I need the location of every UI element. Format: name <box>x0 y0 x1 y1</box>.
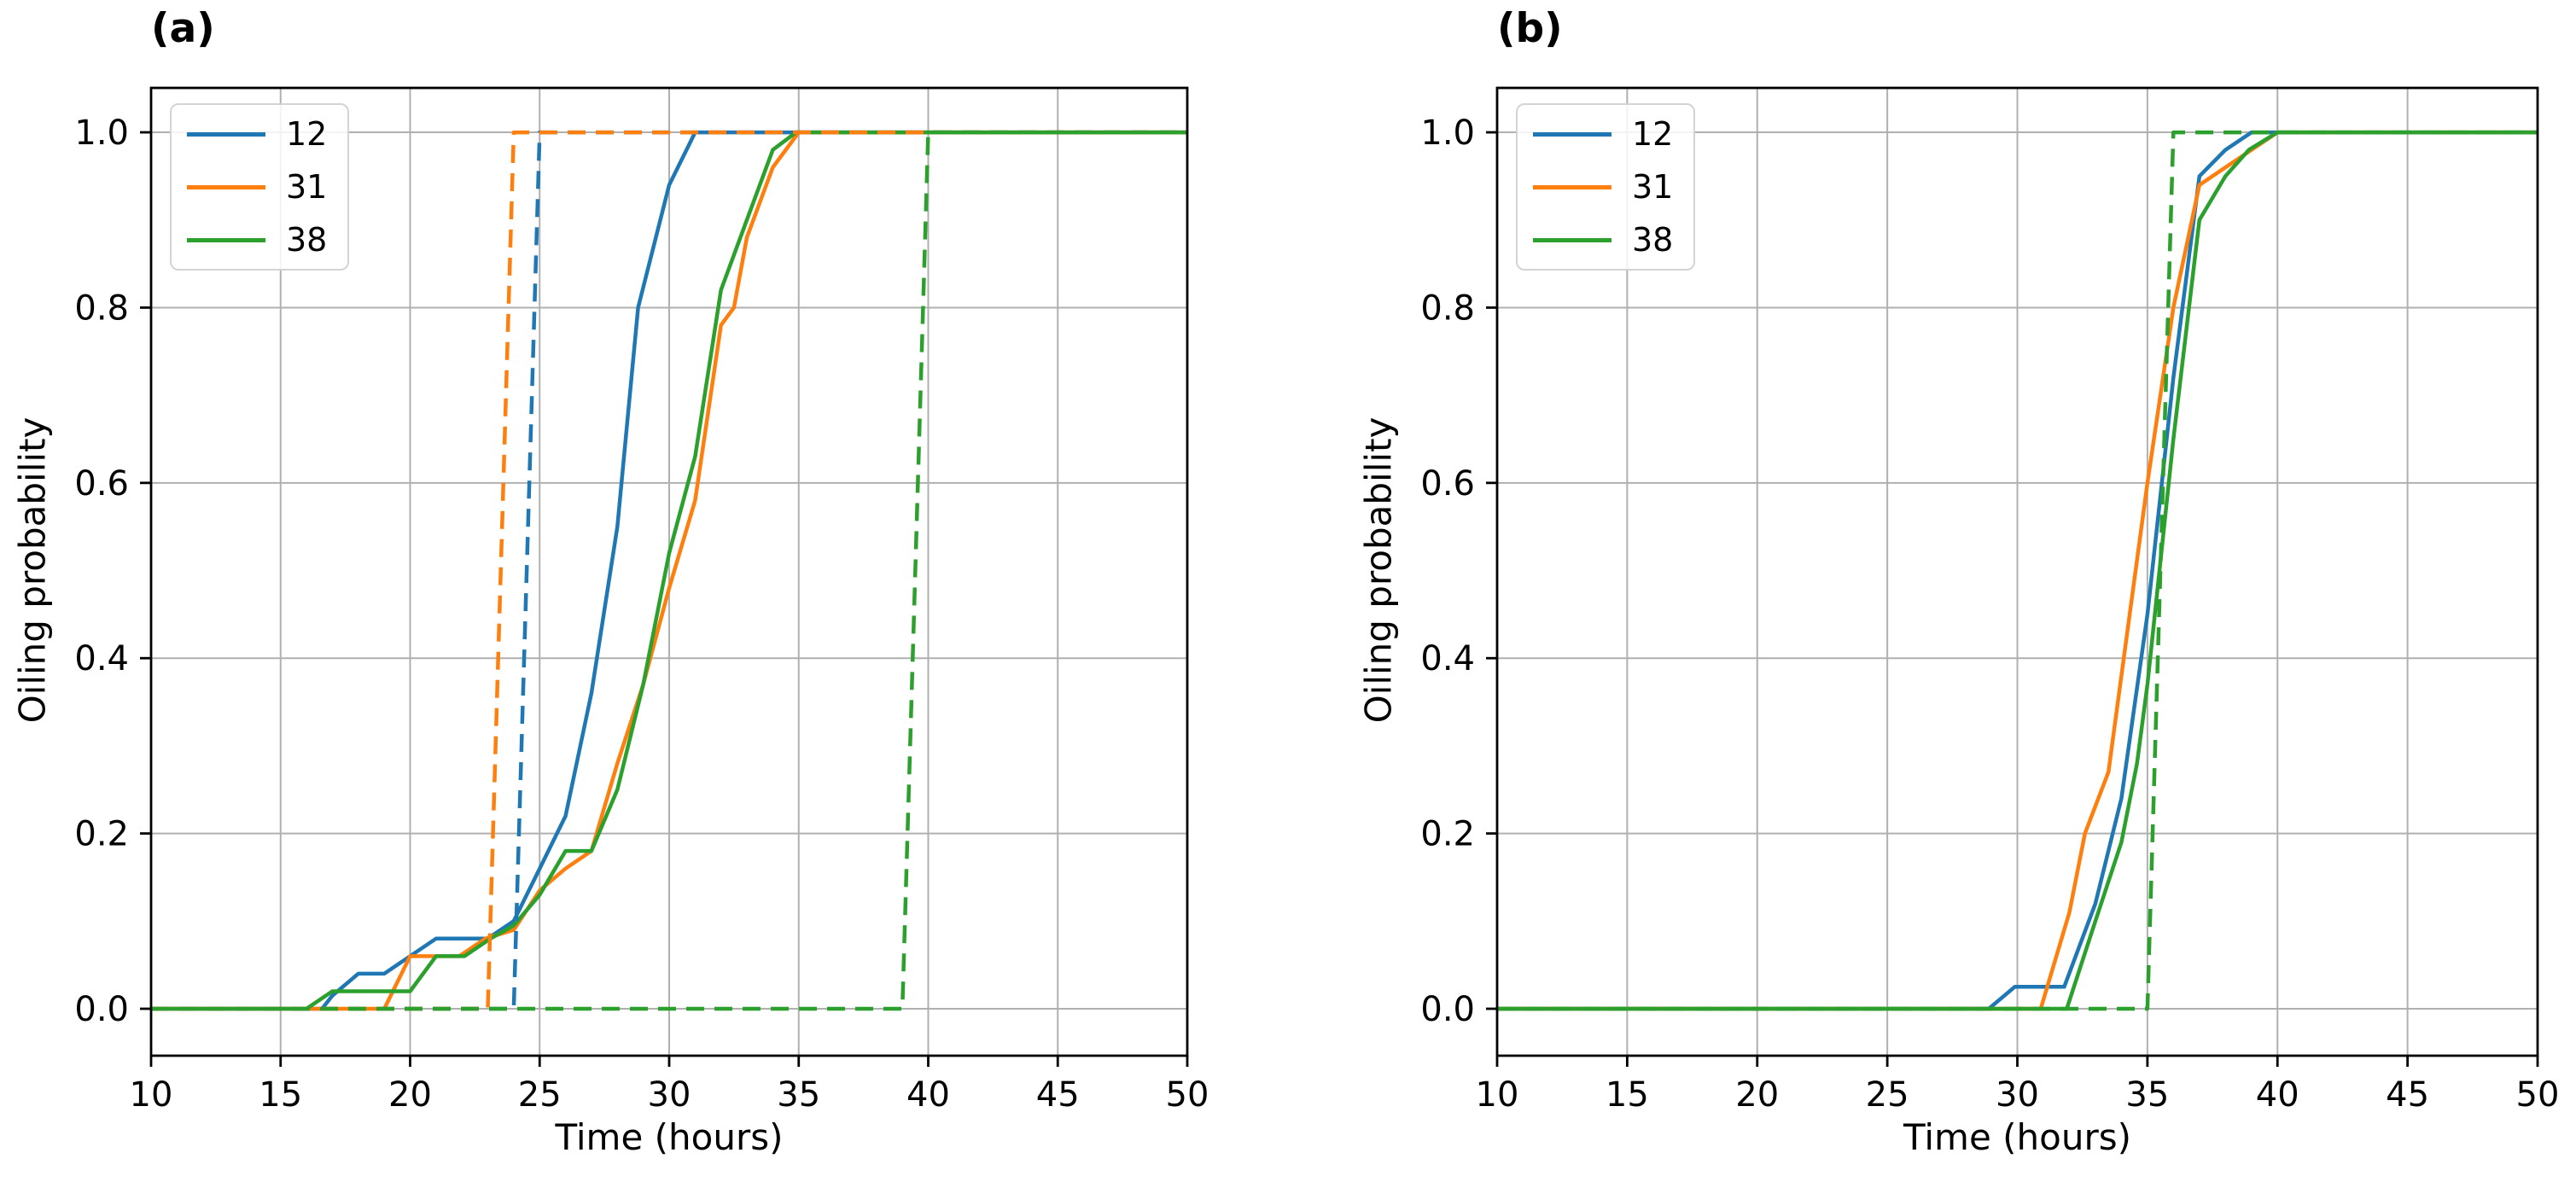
legend-item-12: 12 <box>1533 117 1673 151</box>
y-tick-label: 0.0 <box>1420 990 1475 1029</box>
panel-a-xlabel: Time (hours) <box>555 1116 784 1158</box>
x-tick-label: 35 <box>777 1075 820 1115</box>
panel-b-title: (b) <box>1497 5 1563 52</box>
x-tick-label: 25 <box>518 1075 562 1115</box>
x-tick-label: 20 <box>1735 1075 1779 1115</box>
y-tick-label: 0.4 <box>1420 639 1475 678</box>
x-tick-label: 30 <box>1996 1075 2039 1115</box>
x-tick-label: 15 <box>259 1075 302 1115</box>
x-tick-label: 35 <box>2125 1075 2169 1115</box>
series-31-dashed-line <box>151 130 1187 1011</box>
legend-line-swatch-38 <box>1533 237 1611 242</box>
series-38-dashed-line <box>151 130 1187 1011</box>
series-12-solid-line <box>1497 130 2538 1011</box>
legend-item-31: 31 <box>1533 170 1673 204</box>
legend-item-38: 38 <box>187 223 327 257</box>
y-tick-label: 1.0 <box>74 114 129 153</box>
legend-line-swatch-31 <box>187 184 265 189</box>
x-tick-label: 45 <box>1036 1075 1080 1115</box>
panel-b-xlabel: Time (hours) <box>1903 1116 2131 1158</box>
y-tick-label: 1.0 <box>1420 114 1475 153</box>
legend-label: 38 <box>286 221 328 259</box>
panel-b-legend: 12 31 38 <box>1516 103 1696 271</box>
legend-line-swatch-12 <box>1533 131 1611 137</box>
x-tick-label: 40 <box>2256 1075 2299 1115</box>
panel-b-ylabel: Oiling probability <box>1357 416 1400 724</box>
panel-a-title: (a) <box>151 5 215 52</box>
x-tick-label: 15 <box>1606 1075 1649 1115</box>
series-38-solid-line <box>151 130 1187 1011</box>
y-tick-label: 0.6 <box>1420 464 1475 504</box>
x-tick-label: 40 <box>906 1075 950 1115</box>
legend-line-swatch-12 <box>187 131 265 137</box>
y-tick-label: 0.0 <box>74 990 129 1029</box>
series-12-solid-line <box>151 130 1187 1011</box>
x-tick-label: 30 <box>648 1075 691 1115</box>
panel-a-legend: 12 31 38 <box>170 103 350 271</box>
legend-item-31: 31 <box>187 170 327 204</box>
panel-a-plot: 10 15 20 25 30 35 40 45 50 0.0 0.2 0.4 0.6 0.8 1.0 <box>74 86 1209 1115</box>
y-tick-label: 0.2 <box>74 815 129 854</box>
legend-label: 31 <box>286 168 328 206</box>
legend-line-swatch-38 <box>187 237 265 242</box>
legend-label: 38 <box>1632 221 1674 259</box>
x-tick-label: 10 <box>130 1075 173 1115</box>
x-tick-label: 50 <box>1166 1075 1209 1115</box>
legend-line-swatch-31 <box>1533 184 1611 189</box>
series-38-solid-line <box>1497 130 2538 1011</box>
legend-label: 31 <box>1632 168 1674 206</box>
legend-item-12: 12 <box>187 117 327 151</box>
x-tick-label: 10 <box>1476 1075 1519 1115</box>
x-tick-label: 25 <box>1866 1075 1909 1115</box>
y-tick-label: 0.2 <box>1420 815 1475 854</box>
legend-label: 12 <box>1632 115 1674 153</box>
panel-a-ylabel: Oiling probability <box>11 416 54 724</box>
y-tick-label: 0.4 <box>74 639 129 678</box>
x-tick-label: 45 <box>2386 1075 2429 1115</box>
x-tick-label: 20 <box>388 1075 432 1115</box>
y-tick-label: 0.6 <box>74 464 129 504</box>
y-tick-label: 0.8 <box>74 288 129 328</box>
legend-label: 12 <box>286 115 328 153</box>
panel-b-plot: 10 15 20 25 30 35 40 45 50 0.0 0.2 0.4 0.6 0.8 1.0 <box>1420 86 2560 1115</box>
x-tick-label: 50 <box>2516 1075 2560 1115</box>
y-tick-label: 0.8 <box>1420 288 1475 328</box>
legend-item-38: 38 <box>1533 223 1673 257</box>
series-38-dashed-line <box>1497 130 2538 1011</box>
